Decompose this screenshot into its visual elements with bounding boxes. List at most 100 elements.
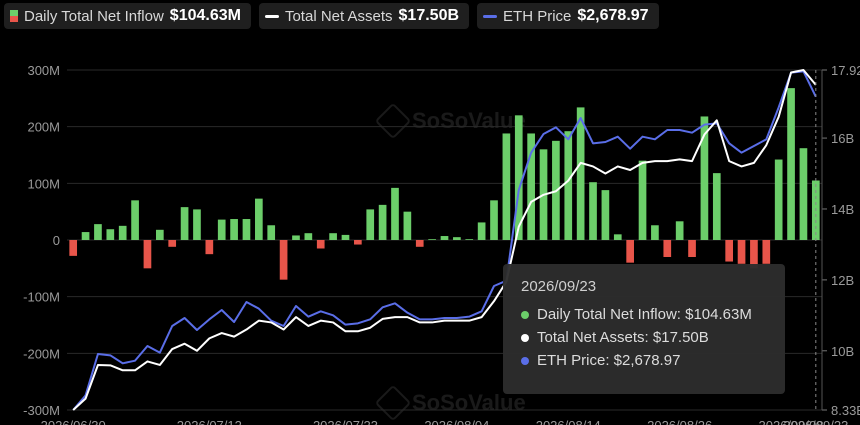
left-axis-tick: 100M	[27, 176, 60, 191]
inflow-bar	[304, 233, 313, 240]
legend-eth-label: ETH Price	[503, 7, 572, 25]
inflow-bar	[415, 240, 424, 247]
inflow-bar	[799, 148, 808, 240]
inflow-bar	[576, 107, 585, 241]
legend: Daily Total Net Inflow $104.63M Total Ne…	[0, 0, 659, 32]
line-blue-icon	[483, 14, 498, 18]
inflow-bar	[341, 234, 350, 240]
left-axis-tick: -100M	[23, 290, 60, 305]
inflow-bar	[428, 239, 436, 240]
inflow-bar	[527, 133, 535, 240]
inflow-bar	[403, 211, 412, 240]
right-axis-tick: 16B	[831, 131, 854, 146]
watermark-text: SoSoValue	[412, 390, 526, 415]
x-axis-tick: 2026/07/12	[177, 418, 242, 425]
blue-dot-icon	[521, 356, 529, 365]
tooltip-eth-row: ETH Price: $2,678.97	[521, 349, 785, 372]
inflow-bar	[316, 240, 325, 249]
inflow-bar	[626, 240, 634, 263]
x-axis-tick: 2026/08/14	[536, 418, 601, 425]
right-axis-tick: 17.92B	[831, 63, 860, 78]
inflow-bar	[255, 198, 263, 240]
left-axis-tick: 300M	[27, 63, 60, 78]
tooltip-inflow: Daily Total Net Inflow: $104.63M	[537, 306, 752, 323]
inflow-bar	[69, 240, 78, 256]
inflow-bar	[378, 204, 387, 240]
x-axis-tick: 2026/06/30	[41, 418, 106, 425]
left-axis-tick: 0	[53, 233, 60, 248]
inflow-bar	[477, 222, 486, 240]
left-axis-tick: -200M	[23, 346, 60, 361]
inflow-bar	[143, 240, 152, 269]
inflow-bar	[502, 133, 511, 240]
legend-inflow-value: $104.63M	[169, 7, 241, 24]
inflow-bar	[613, 234, 622, 240]
inflow-bar	[688, 240, 696, 257]
white-dot-icon	[521, 333, 529, 342]
x-axis-tick: 2026/07/23	[313, 418, 378, 425]
inflow-bar	[663, 240, 672, 257]
inflow-bar	[750, 240, 758, 269]
right-axis-tick: 12B	[831, 273, 854, 288]
tooltip-inflow-row: Daily Total Net Inflow: $104.63M	[521, 303, 785, 326]
inflow-bar	[700, 116, 709, 240]
inflow-bar	[292, 235, 300, 240]
right-axis-tick: 10B	[831, 344, 854, 359]
inflow-bar	[168, 240, 177, 247]
legend-assets[interactable]: Total Net Assets $17.50B	[258, 3, 470, 29]
inflow-bar	[564, 131, 573, 240]
inflow-bar	[217, 219, 226, 240]
tooltip-eth: ETH Price: $2,678.97	[537, 352, 681, 369]
tooltip-assets-row: Total Net Assets: $17.50B	[521, 326, 785, 349]
watermark-top: SoSoValue	[374, 102, 526, 140]
inflow-bar	[514, 115, 523, 240]
watermark-bottom: SoSoValue	[374, 384, 526, 422]
inflow-bar	[589, 182, 597, 240]
inflow-bar	[131, 200, 139, 240]
inflow-bar	[155, 229, 164, 240]
inflow-bar	[440, 236, 449, 240]
x-axis-tick: 2026/08/26	[647, 418, 712, 425]
inflow-bar	[638, 160, 647, 240]
inflow-bar	[651, 225, 659, 240]
legend-inflow[interactable]: Daily Total Net Inflow $104.63M	[4, 3, 251, 29]
inflow-bar	[205, 240, 214, 255]
inflow-bar	[180, 207, 189, 240]
inflow-bar	[737, 240, 746, 264]
inflow-bar	[329, 233, 337, 240]
inflow-bar	[267, 225, 276, 240]
legend-eth-value: $2,678.97	[577, 7, 649, 24]
green-dot-icon	[521, 310, 529, 319]
inflow-bar	[94, 224, 102, 240]
inflow-bar	[465, 239, 474, 240]
tooltip: 2026/09/23 Daily Total Net Inflow: $104.…	[503, 264, 785, 394]
inflow-bar	[354, 240, 362, 245]
inflow-bar	[193, 209, 201, 240]
inflow-bar	[774, 159, 783, 240]
inflow-bar	[762, 240, 771, 264]
right-axis-tick: 8.33B	[831, 403, 860, 418]
legend-assets-label: Total Net Assets	[284, 7, 393, 25]
inflow-bar	[601, 190, 610, 240]
inflow-bar	[712, 173, 721, 240]
inflow-bar	[490, 200, 498, 240]
legend-eth[interactable]: ETH Price $2,678.97	[477, 3, 659, 29]
x-axis-tick: 2026/09/08	[759, 418, 824, 425]
total-net-assets-line	[72, 69, 817, 411]
inflow-bar	[453, 237, 461, 240]
inflow-bar	[725, 240, 734, 262]
inflow-bar	[366, 209, 375, 240]
right-axis-tick: 14B	[831, 202, 854, 217]
inflow-bar	[118, 225, 127, 240]
inflow-bar	[279, 240, 288, 280]
line-white-icon	[264, 14, 279, 18]
inflow-bar	[230, 219, 238, 240]
bar-chart-icon	[10, 10, 18, 22]
inflow-bar	[675, 221, 684, 240]
inflow-bar	[391, 187, 399, 240]
tooltip-assets: Total Net Assets: $17.50B	[537, 329, 709, 346]
legend-inflow-label: Daily Total Net Inflow	[24, 7, 164, 25]
inflow-bar	[242, 219, 251, 240]
left-axis-tick: 200M	[27, 120, 60, 135]
